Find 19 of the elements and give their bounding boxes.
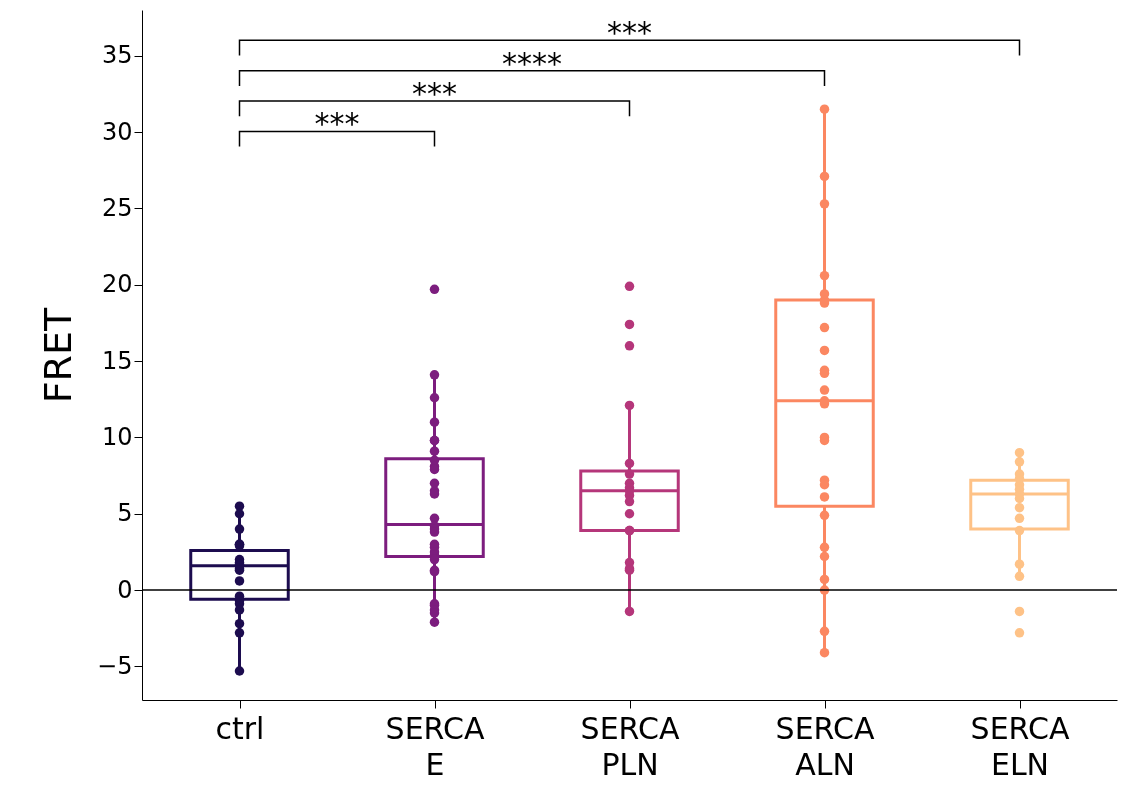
annotation: *** <box>607 15 652 51</box>
y-tick-label: 10 <box>101 422 133 451</box>
annotation: *** <box>314 106 360 142</box>
annotation: **** <box>502 45 562 81</box>
annotation: *** <box>412 76 457 112</box>
y-tick-label: 15 <box>101 346 133 375</box>
y-tick-label: 5 <box>117 499 133 528</box>
y-tick-label: 30 <box>101 117 133 146</box>
x-tick-label: ctrl <box>215 710 265 746</box>
y-tick-label: 25 <box>101 193 133 222</box>
y-tick-label: 35 <box>101 41 133 70</box>
y-tick-label: −5 <box>97 651 133 680</box>
x-tick-label: SERCA PLN <box>580 710 680 782</box>
y-axis-title: FRET <box>36 306 81 404</box>
x-tick-label: SERCA ALN <box>775 710 875 782</box>
y-tick-label: 0 <box>117 575 133 604</box>
x-tick-label: SERCA ELN <box>970 710 1070 782</box>
x-tick-label: SERCA E <box>385 710 485 782</box>
y-tick-label: 20 <box>101 270 133 299</box>
